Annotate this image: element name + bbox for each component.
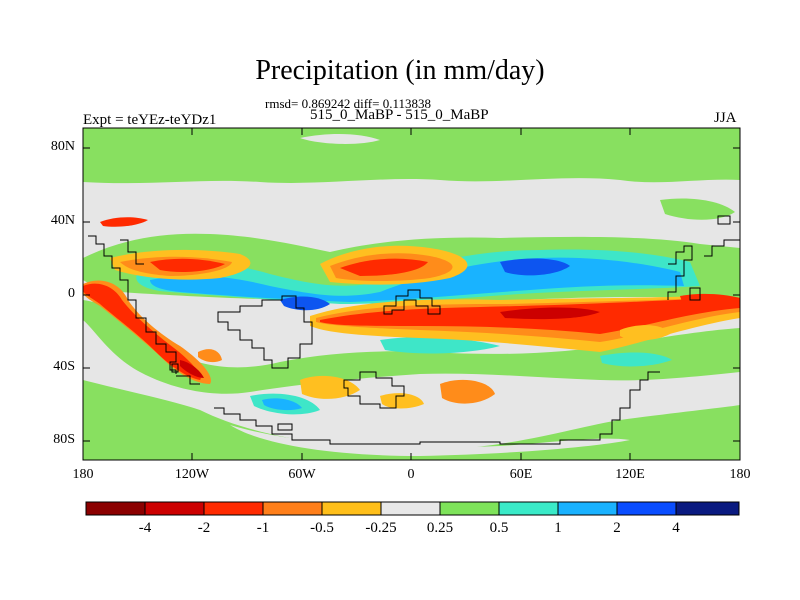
- outline-australia: [343, 371, 405, 409]
- field-red-east: [680, 293, 740, 307]
- field-red-north: [150, 258, 225, 272]
- colorbar-label-3: -1: [256, 520, 270, 536]
- field-orange-south: [440, 379, 495, 404]
- field-red-40n: [100, 217, 148, 227]
- colorbar-label-10: 4: [672, 520, 680, 536]
- lon-label-120w: 120W: [174, 467, 210, 482]
- outline-antarctica: [214, 371, 660, 445]
- field-arctic-green: [83, 128, 740, 184]
- outline-americas-west: [120, 239, 144, 265]
- field-blue-south-2: [262, 398, 302, 411]
- colorbar-box-5: [321, 501, 382, 516]
- outline-americas: [88, 235, 177, 374]
- lat-label-40s: 40S: [53, 359, 75, 374]
- field-orange-sw: [198, 349, 222, 363]
- field-blue-pacific: [500, 258, 570, 276]
- outline-sw-isle: [171, 363, 179, 373]
- colorbar-box-6: [380, 501, 441, 516]
- colorbar-box-11: [675, 501, 740, 516]
- field-red-plume: [83, 283, 201, 380]
- axis-ticks: [83, 128, 740, 460]
- field-arctic-gap: [300, 134, 380, 144]
- colorbar-label-5: -0.25: [365, 520, 397, 536]
- coastline-outlines: [88, 215, 740, 445]
- outline-tip: [176, 375, 200, 385]
- outline-east-coast-2: [704, 239, 740, 257]
- colorbar-label-2: -2: [197, 520, 211, 536]
- lon-label-180e: 180: [729, 467, 751, 482]
- lon-label-180w: 180: [72, 467, 94, 482]
- experiment-label: Expt = teYEz-teYDz1: [83, 112, 217, 128]
- season-label: JJA: [714, 110, 737, 126]
- colorbar-label-8: 1: [554, 520, 562, 536]
- lon-label-0: 0: [407, 467, 415, 482]
- case-subtitle: 515_0_MaBP - 515_0_MaBP: [310, 107, 489, 123]
- outline-antarctica-notch: [277, 423, 293, 431]
- field-cyan-south: [380, 337, 500, 354]
- field-yellow-south-2: [380, 393, 424, 409]
- field-blue-atlantic: [280, 296, 330, 311]
- lon-label-60w: 60W: [288, 467, 316, 482]
- field-red-atl: [340, 258, 428, 276]
- colorbar-label-7: 0.5: [489, 520, 509, 536]
- lat-label-80s: 80S: [53, 432, 75, 447]
- colorbar-box-8: [498, 501, 559, 516]
- colorbar-label-4: -0.5: [310, 520, 334, 536]
- colorbar-label-1: -4: [138, 520, 152, 536]
- lat-label-0: 0: [68, 286, 75, 301]
- colorbar: [85, 501, 740, 516]
- colorbar-label-6: 0.25: [426, 520, 454, 536]
- colorbar-box-2: [144, 501, 205, 516]
- field-cyan-indian: [600, 352, 672, 367]
- outline-maritime: [383, 289, 441, 315]
- field-yellow-indian: [620, 325, 670, 341]
- colorbar-box-4: [262, 501, 323, 516]
- outline-east-coast: [667, 245, 693, 300]
- lat-label-40n: 40N: [50, 213, 75, 228]
- lon-label-60e: 60E: [509, 467, 533, 482]
- colorbar-box-1: [85, 501, 146, 516]
- outline-africa: [217, 295, 313, 369]
- outline-east-coast-4: [689, 287, 701, 301]
- colorbar-label-9: 2: [613, 520, 621, 536]
- precipitation-field: [83, 128, 740, 460]
- field-darkred-plume: [180, 360, 204, 378]
- lat-label-80n: 80N: [50, 139, 75, 154]
- colorbar-box-9: [557, 501, 618, 516]
- outline-east-coast-3: [717, 215, 731, 225]
- lon-label-120e: 120E: [615, 467, 645, 482]
- stats-subtitle: rmsd= 0.869242 diff= 0.113838: [265, 96, 431, 111]
- colorbar-box-10: [616, 501, 677, 516]
- field-yellow-south: [300, 375, 360, 399]
- colorbar-box-3: [203, 501, 264, 516]
- field-southern-gap: [230, 425, 630, 456]
- field-green-patch-ne: [660, 198, 735, 220]
- field-stropics-green: [83, 300, 740, 394]
- plot-title: Precipitation (in mm/day): [255, 55, 545, 86]
- field-darkred-eq: [500, 307, 600, 320]
- colorbar-box-7: [439, 501, 500, 516]
